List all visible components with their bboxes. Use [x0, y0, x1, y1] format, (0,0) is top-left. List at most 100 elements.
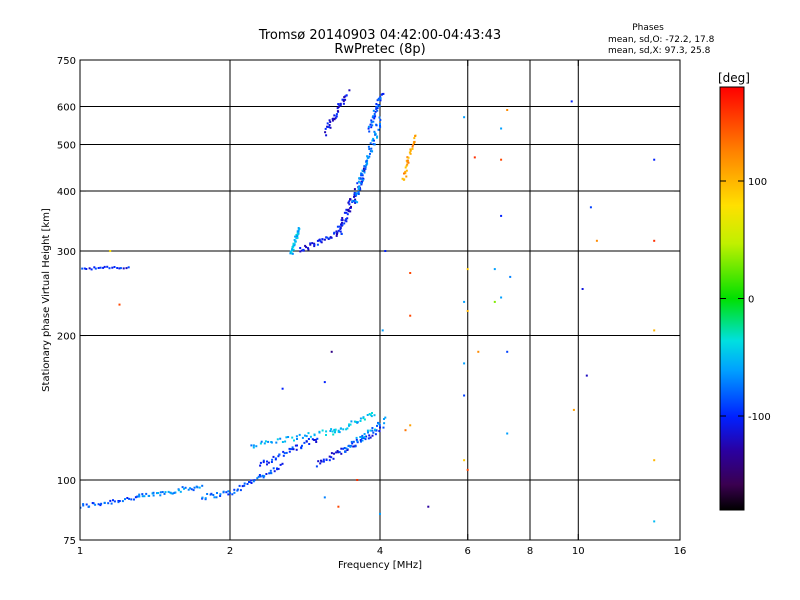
echo-point: [367, 431, 369, 434]
echo-point: [219, 493, 222, 496]
echo-point: [369, 150, 372, 153]
echo-point: [311, 242, 314, 245]
echo-point: [374, 132, 377, 135]
echo-point: [409, 152, 412, 155]
echo-point: [364, 168, 367, 170]
echo-point: [241, 485, 244, 488]
echo-point: [333, 118, 336, 121]
echo-point: [340, 233, 343, 235]
echo-point: [358, 177, 361, 180]
echo-point: [187, 488, 190, 491]
echo-point: [341, 224, 344, 227]
echo-point: [305, 435, 308, 438]
echo-point: [378, 430, 381, 433]
echo-point: [303, 441, 306, 444]
echo-point: [313, 245, 316, 248]
echo-point: [229, 492, 231, 495]
echo-point: [282, 450, 285, 453]
echo-point: [463, 300, 466, 303]
echo-point: [506, 109, 509, 111]
echo-point: [330, 428, 333, 431]
echo-point: [192, 489, 195, 492]
echo-point: [337, 429, 340, 432]
echo-point: [463, 459, 466, 462]
echo-point: [259, 464, 262, 467]
echo-point: [473, 156, 476, 159]
echo-point: [328, 119, 331, 122]
echo-point: [90, 268, 93, 271]
x-tick-label: 6: [465, 546, 471, 557]
echo-point: [371, 139, 374, 142]
echo-point: [353, 200, 355, 203]
echo-point: [372, 431, 375, 434]
echo-point: [260, 440, 263, 443]
echo-point: [381, 329, 384, 332]
echo-point: [252, 444, 255, 447]
echo-point: [282, 454, 285, 457]
echo-point: [110, 502, 113, 505]
echo-point: [164, 491, 167, 494]
echo-point: [354, 198, 357, 201]
echo-point: [373, 139, 375, 142]
echo-point: [330, 456, 333, 459]
echo-point: [345, 218, 348, 221]
echo-point: [369, 142, 372, 145]
echo-point: [289, 252, 292, 255]
echo-point: [93, 266, 96, 269]
echo-point: [339, 104, 342, 107]
echo-point: [352, 440, 355, 443]
echo-point: [262, 476, 265, 479]
echo-point: [94, 503, 97, 506]
echo-point: [379, 512, 381, 515]
echo-point: [363, 433, 366, 435]
echo-point: [295, 448, 298, 451]
echo-point: [294, 240, 297, 243]
echo-point: [378, 422, 381, 425]
echo-point: [411, 147, 414, 150]
echo-point: [357, 180, 360, 183]
echo-point: [256, 477, 259, 480]
echo-point: [215, 496, 218, 499]
echo-point: [357, 186, 360, 189]
echo-point: [159, 491, 162, 494]
echo-point: [335, 115, 338, 118]
echo-point: [372, 120, 375, 123]
axis-ticks: 1 2 4 6 8 10 16 75 100 200 300 400 500 600 750: [57, 56, 686, 557]
echo-point: [326, 236, 329, 239]
echo-point: [360, 440, 362, 443]
echo-point: [589, 206, 592, 209]
echo-point: [344, 98, 347, 101]
echo-point: [342, 100, 345, 103]
echo-point: [360, 173, 363, 176]
echo-point: [332, 433, 335, 436]
echo-point: [349, 198, 352, 201]
echo-point: [347, 208, 350, 211]
x-tick-label: 2: [227, 546, 233, 557]
echo-point: [338, 451, 341, 454]
y-tick-label: 200: [57, 332, 76, 343]
echo-point: [345, 211, 348, 214]
echo-point: [99, 504, 102, 507]
echo-point: [264, 440, 267, 443]
echo-point: [317, 460, 320, 463]
echo-point: [152, 491, 155, 494]
echo-point: [363, 418, 366, 421]
echo-point: [157, 492, 160, 494]
echo-point: [219, 495, 222, 497]
x-tick-label: 10: [572, 546, 585, 557]
echo-point: [277, 455, 280, 458]
echo-point: [404, 170, 407, 173]
echo-point: [344, 95, 347, 98]
echo-point: [259, 442, 262, 445]
echo-point: [305, 440, 308, 443]
echo-point: [288, 447, 291, 450]
echo-point: [85, 268, 88, 270]
echo-point: [274, 458, 277, 461]
echo-point: [365, 160, 368, 163]
echo-point: [328, 237, 331, 240]
echo-point: [309, 242, 312, 245]
echo-point: [326, 125, 329, 128]
echo-point: [405, 164, 408, 167]
y-tick-label: 500: [57, 141, 76, 152]
echo-point: [206, 493, 209, 495]
